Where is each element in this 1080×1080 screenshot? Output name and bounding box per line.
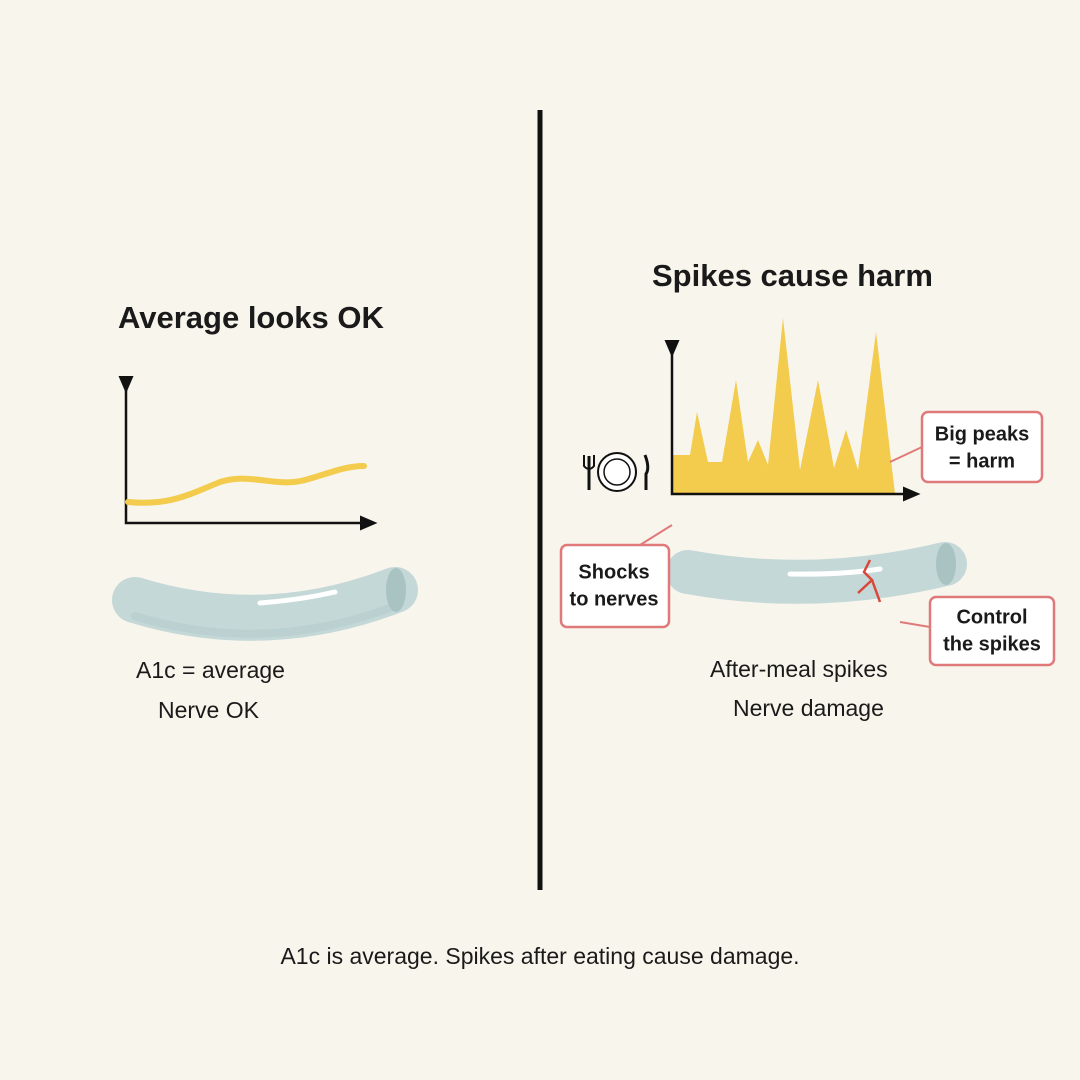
nerve-end [386, 568, 406, 612]
left-caption: Nerve OK [158, 697, 260, 723]
callout-box [559, 543, 671, 629]
glucose-line [125, 463, 367, 506]
crack [857, 559, 882, 603]
leader-line [899, 621, 931, 628]
callout-box [928, 595, 1056, 667]
nerve-highlight [787, 566, 883, 577]
spike-chart [664, 318, 921, 502]
axes [118, 376, 378, 531]
right-title: Spikes cause harm [652, 258, 933, 293]
right-caption: After-meal spikes [710, 656, 888, 682]
nerve-shadow [131, 602, 399, 638]
leader-line [639, 524, 673, 546]
footer: A1c is average. Spikes after eating caus… [280, 943, 799, 969]
callout-text: Control [956, 606, 1027, 628]
callout-box [920, 410, 1044, 484]
callout-text: = harm [949, 450, 1015, 472]
axes [664, 340, 921, 502]
nerve-tube [112, 567, 418, 641]
nerve-end [936, 543, 956, 585]
plate-icon [583, 452, 650, 492]
nerve-highlight [257, 589, 338, 606]
callout-text: Big peaks [935, 423, 1029, 445]
damaged-nerve [666, 542, 967, 604]
callout-text: to nerves [570, 588, 659, 610]
smooth-chart [118, 376, 378, 531]
left-caption: A1c = average [136, 657, 285, 683]
leader-line [889, 446, 923, 463]
left-title: Average looks OK [118, 300, 385, 335]
callout-text: the spikes [943, 633, 1041, 655]
nerve-tube [666, 542, 967, 604]
callout-text: Shocks [578, 561, 649, 583]
right-caption: Nerve damage [733, 695, 884, 721]
healthy-nerve [112, 567, 418, 641]
